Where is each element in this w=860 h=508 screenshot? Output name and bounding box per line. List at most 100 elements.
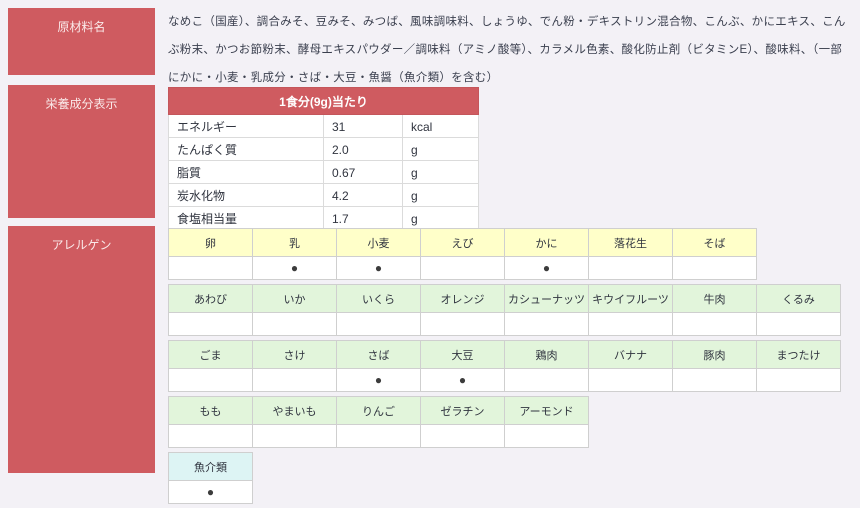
page-container: 原材料名 なめこ（国産）、調合みそ、豆みそ、みつば、風味調味料、しょうゆ、でん粉…: [8, 8, 852, 504]
allergen-name: 豚肉: [672, 340, 757, 369]
allergen-mark-cell: ●: [252, 256, 337, 280]
ingredients-section: 原材料名 なめこ（国産）、調合みそ、豆みそ、みつば、風味調味料、しょうゆ、でん粉…: [8, 8, 852, 84]
allergen-label: アレルゲン: [8, 226, 155, 473]
allergen-mark-cell: [168, 368, 253, 392]
allergen-name: えび: [420, 228, 505, 257]
allergen-header-row: 卵乳小麦 えび かに 落花生 そば: [168, 228, 757, 257]
allergen-mark-cell: ●: [336, 256, 421, 280]
allergen-name: いくら: [336, 284, 421, 313]
nutrient-unit: kcal: [402, 114, 479, 138]
allergen-table-seafood: 魚介類 ●: [168, 452, 253, 504]
allergen-mark-cell: [672, 312, 757, 336]
allergen-name: さば: [336, 340, 421, 369]
allergen-name: 卵: [168, 228, 253, 257]
allergen-name: あわび: [168, 284, 253, 313]
allergen-name: カシューナッツ: [504, 284, 589, 313]
allergen-mark-cell: [504, 312, 589, 336]
allergen-name: りんご: [336, 396, 421, 425]
allergen-mark-cell: [420, 424, 505, 448]
allergen-mark-cell: ●: [168, 480, 253, 504]
allergen-header-row: ごま さけ さば 大豆 鶏肉 バナナ 豚肉 まつたけ: [168, 340, 841, 369]
allergen-mark-row: [168, 424, 589, 448]
allergen-mark-cell: [336, 424, 421, 448]
nutrient-unit: g: [402, 160, 479, 184]
allergen-name: いか: [252, 284, 337, 313]
nutrient-unit: g: [402, 183, 479, 207]
allergen-table-recommended-3: もも やまいも りんご ゼラチン アーモンド: [168, 396, 589, 448]
allergen-mark-cell: [756, 312, 841, 336]
allergen-mark-cell: [588, 256, 673, 280]
allergen-name: そば: [672, 228, 757, 257]
nutrient-name: 食塩相当量: [168, 206, 324, 230]
nutrient-unit: g: [402, 206, 479, 230]
nutrient-value: 2.0: [323, 137, 403, 161]
allergen-mark-cell: [420, 312, 505, 336]
nutrition-row: 食塩相当量 1.7 g: [168, 206, 479, 230]
nutrition-row: エネルギー 31 kcal: [168, 114, 479, 138]
allergen-section: アレルゲン 卵乳小麦 えび かに 落花生 そば ● ● ● あわび いか いくら オレンジ カシュー…: [8, 226, 852, 504]
allergen-mark-cell: [756, 368, 841, 392]
ingredients-text: なめこ（国産）、調合みそ、豆みそ、みつば、風味調味料、しょうゆ、でん粉・デキスト…: [168, 16, 846, 84]
allergen-table-recommended-2: ごま さけ さば 大豆 鶏肉 バナナ 豚肉 まつたけ ● ●: [168, 340, 841, 392]
allergen-mark-cell: [588, 312, 673, 336]
allergen-mark-cell: [504, 424, 589, 448]
allergen-name: 大豆: [420, 340, 505, 369]
allergen-name: バナナ: [588, 340, 673, 369]
allergen-mark-cell: ●: [504, 256, 589, 280]
allergen-header-row: もも やまいも りんご ゼラチン アーモンド: [168, 396, 589, 425]
allergen-name: オレンジ: [420, 284, 505, 313]
nutrient-value: 4.2: [323, 183, 403, 207]
allergen-mark-cell: [672, 256, 757, 280]
product-info-page: { "colors": { "accent": "#CF5B60", "page…: [8, 8, 852, 504]
allergen-mark-row: ●: [168, 480, 253, 504]
allergen-name: もも: [168, 396, 253, 425]
allergen-mark-row: ● ●: [168, 368, 841, 392]
allergen-mark-cell: [672, 368, 757, 392]
allergen-name: さけ: [252, 340, 337, 369]
allergen-name: アーモンド: [504, 396, 589, 425]
allergen-name: 乳: [252, 228, 337, 257]
nutrient-name: たんぱく質: [168, 137, 324, 161]
nutrition-row: たんぱく質 2.0 g: [168, 137, 479, 161]
allergen-name: かに: [504, 228, 589, 257]
nutrition-row: 脂質 0.67 g: [168, 160, 479, 184]
nutrient-name: エネルギー: [168, 114, 324, 138]
allergen-mark-cell: ●: [336, 368, 421, 392]
allergen-mark-cell: [336, 312, 421, 336]
allergen-name: ゼラチン: [420, 396, 505, 425]
allergen-name: ごま: [168, 340, 253, 369]
allergen-mark-cell: [588, 368, 673, 392]
allergen-mark-cell: [420, 256, 505, 280]
nutrient-name: 炭水化物: [168, 183, 324, 207]
allergen-mark-cell: [168, 256, 253, 280]
allergen-name: まつたけ: [756, 340, 841, 369]
allergen-header-row: 魚介類: [168, 452, 253, 481]
nutrient-value: 31: [323, 114, 403, 138]
allergen-mark-cell: [252, 424, 337, 448]
allergen-name: 小麦: [336, 228, 421, 257]
allergen-name: 魚介類: [168, 452, 253, 481]
allergen-table-specified: 卵乳小麦 えび かに 落花生 そば ● ● ●: [168, 228, 757, 280]
nutrient-name: 脂質: [168, 160, 324, 184]
nutrient-unit: g: [402, 137, 479, 161]
nutrient-value: 0.67: [323, 160, 403, 184]
allergen-name: やまいも: [252, 396, 337, 425]
allergen-header-row: あわび いか いくら オレンジ カシューナッツ キウイフルーツ 牛肉 くるみ: [168, 284, 841, 313]
allergen-name: くるみ: [756, 284, 841, 313]
nutrition-row: 炭水化物 4.2 g: [168, 183, 479, 207]
ingredients-label: 原材料名: [8, 8, 155, 75]
allergen-name: 落花生: [588, 228, 673, 257]
nutrition-section: 栄養成分表示 1食分(9g)当たり エネルギー 31 kcal たんぱく質: [8, 85, 852, 230]
nutrition-label: 栄養成分表示: [8, 85, 155, 218]
allergen-name: 牛肉: [672, 284, 757, 313]
allergen-table-recommended-1: あわび いか いくら オレンジ カシューナッツ キウイフルーツ 牛肉 くるみ: [168, 284, 841, 336]
allergen-name: 鶏肉: [504, 340, 589, 369]
allergen-mark-row: [168, 312, 841, 336]
allergen-mark-row: ● ● ●: [168, 256, 757, 280]
allergen-mark-cell: [252, 368, 337, 392]
nutrition-table: 1食分(9g)当たり エネルギー 31 kcal たんぱく質 2.0 g 脂質 …: [168, 87, 479, 230]
allergen-mark-cell: [504, 368, 589, 392]
nutrition-table-header: 1食分(9g)当たり: [168, 87, 479, 115]
allergen-mark-cell: [168, 424, 253, 448]
allergen-mark-cell: [168, 312, 253, 336]
